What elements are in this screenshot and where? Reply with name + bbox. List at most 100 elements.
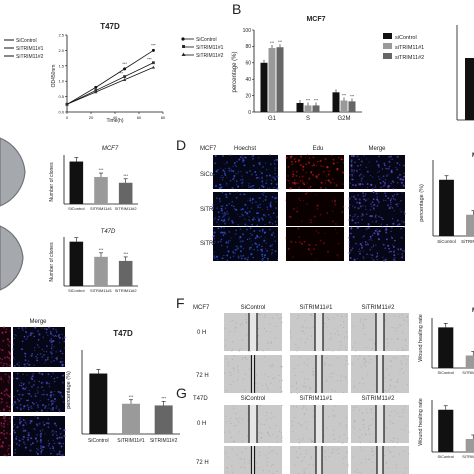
- nucleus-dot: [395, 167, 397, 169]
- nucleus-dot: [358, 174, 361, 177]
- texture-dot: [354, 419, 355, 421]
- nucleus-dot: [267, 259, 269, 261]
- nucleus-dot: [38, 372, 41, 375]
- nucleus-dot: [33, 335, 36, 338]
- texture-dot: [335, 390, 336, 392]
- nucleus-dot: [215, 185, 217, 187]
- nucleus-dot: [50, 400, 53, 403]
- nucleus-dot: [223, 254, 225, 257]
- texture-dot: [395, 330, 397, 332]
- nucleus-dot: [363, 154, 365, 157]
- nucleus-dot: [372, 176, 374, 178]
- nucleus-dot: [228, 203, 230, 205]
- texture-dot: [299, 447, 301, 449]
- nucleus-dot: [391, 207, 394, 209]
- nucleus-dot: [62, 374, 65, 377]
- nucleus-dot: [246, 225, 248, 227]
- panel-d-row-sicontrol: SiControl: [200, 172, 225, 178]
- nucleus-dot: [9, 433, 11, 435]
- nucleus-dot: [248, 210, 251, 213]
- nucleus-dot: [303, 183, 306, 186]
- texture-dot: [268, 452, 270, 454]
- x-tick-label: 0: [66, 115, 69, 120]
- nucleus-dot: [289, 156, 292, 159]
- nucleus-dot: [352, 205, 354, 207]
- nucleus-dot: [397, 176, 399, 179]
- nucleus-dot: [12, 348, 15, 351]
- nucleus-dot: [364, 243, 367, 246]
- bar: [438, 409, 454, 452]
- texture-dot: [299, 446, 301, 448]
- nucleus-dot: [383, 181, 385, 183]
- nucleus-dot: [273, 186, 275, 189]
- texture-dot: [404, 319, 406, 321]
- panel-f-row-0h: 0 H: [197, 330, 206, 336]
- nucleus-dot: [255, 174, 258, 176]
- texture-dot: [307, 338, 309, 340]
- nucleus-dot: [3, 454, 6, 457]
- nucleus-dot: [354, 161, 356, 164]
- nucleus-dot: [267, 208, 269, 211]
- texture-dot: [314, 391, 316, 392]
- nucleus-dot: [265, 168, 268, 171]
- nucleus-dot: [38, 331, 40, 333]
- nucleus-dot: [18, 384, 21, 387]
- nucleus-dot: [235, 233, 237, 235]
- texture-dot: [301, 461, 303, 463]
- texture-dot: [389, 384, 391, 386]
- nucleus-dot: [361, 237, 363, 239]
- texture-dot: [394, 315, 396, 317]
- nucleus-dot: [388, 207, 391, 210]
- nucleus-dot: [221, 257, 224, 260]
- nucleus-dot: [387, 197, 390, 200]
- nucleus-dot: [366, 243, 369, 246]
- nucleus-dot: [365, 228, 368, 230]
- nucleus-dot: [0, 409, 2, 412]
- texture-dot: [268, 433, 269, 435]
- nucleus-dot: [16, 373, 19, 375]
- nucleus-dot: [0, 431, 3, 434]
- texture-dot: [225, 339, 227, 341]
- nucleus-dot: [21, 326, 24, 330]
- nucleus-dot: [274, 179, 277, 181]
- texture-dot: [290, 392, 292, 394]
- nucleus-dot: [50, 347, 53, 350]
- nucleus-dot: [219, 167, 222, 169]
- bar: [439, 179, 454, 236]
- nucleus-dot: [242, 178, 244, 180]
- nucleus-dot: [292, 175, 294, 178]
- nucleus-dot: [308, 177, 311, 180]
- nucleus-dot: [377, 172, 379, 174]
- texture-dot: [359, 442, 361, 444]
- nucleus-dot: [213, 255, 216, 258]
- nucleus-dot: [51, 340, 53, 342]
- nucleus-dot: [386, 223, 388, 226]
- nucleus-dot: [362, 205, 364, 207]
- texture-dot: [291, 425, 293, 427]
- texture-dot: [360, 318, 362, 320]
- texture-dot: [294, 464, 296, 466]
- nucleus-dot: [58, 408, 60, 411]
- panel-g: T47D SiControl SiTRIM11#1 SiTRIM11#2 0 H…: [193, 396, 474, 474]
- nucleus-dot: [7, 343, 9, 345]
- nucleus-dot: [241, 175, 243, 177]
- texture-dot: [371, 450, 373, 452]
- texture-dot: [261, 385, 263, 387]
- nucleus-dot: [401, 256, 403, 259]
- nucleus-dot: [34, 349, 36, 352]
- texture-dot: [342, 458, 344, 460]
- texture-dot: [308, 327, 310, 329]
- nucleus-dot: [39, 353, 42, 355]
- nucleus-dot: [12, 343, 15, 346]
- nucleus-dot: [309, 186, 312, 188]
- panel-d: MCF7 Hoechst Edu Merge SiControl SiTRIM1…: [200, 146, 474, 262]
- nucleus-dot: [377, 176, 380, 178]
- nucleus-dot: [377, 164, 380, 166]
- nucleus-dot: [45, 328, 48, 331]
- data-point: [94, 90, 98, 94]
- nucleus-dot: [375, 244, 377, 246]
- nucleus-dot: [369, 175, 372, 177]
- nucleus-dot: [262, 166, 264, 168]
- nucleus-dot: [367, 226, 370, 229]
- nucleus-dot: [22, 428, 24, 430]
